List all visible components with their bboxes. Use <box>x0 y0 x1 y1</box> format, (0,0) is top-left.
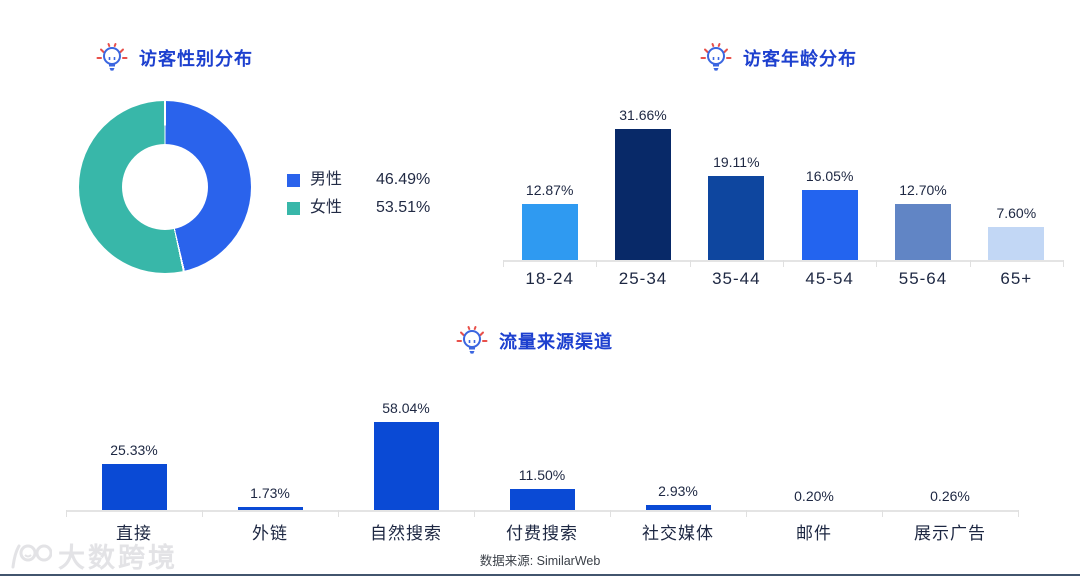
traffic-category-labels: 直接 外链 自然搜索 付费搜索 社交媒体 邮件 展示广告 <box>66 519 1018 544</box>
bar-value-label: 7.60% <box>996 204 1037 221</box>
traffic-plot-area: 25.33% 1.73% 58.04% 11.50% 2.93% 0.20% 0.26% <box>66 400 1018 510</box>
axis-tick <box>882 510 883 517</box>
bar-value-label: 31.66% <box>619 107 667 123</box>
gender-donut-chart <box>79 101 251 273</box>
bar-value-label: 0.26% <box>930 487 970 504</box>
category-label: 45-54 <box>805 269 854 288</box>
bar-value-label: 1.73% <box>250 484 290 501</box>
legend-item: 男性 46.49% <box>287 170 430 190</box>
bar-slot: 11.50% <box>474 400 610 510</box>
data-source-note: 数据来源: SimilarWeb <box>479 554 601 568</box>
bar-slot: 19.11% <box>690 107 783 260</box>
watermark-text: 大数跨境 <box>58 543 178 573</box>
legend-value: 53.51% <box>376 199 431 216</box>
category-label: 邮件 <box>796 524 832 543</box>
legend-swatch <box>287 173 300 187</box>
bar-slot: 12.70% <box>876 107 969 260</box>
category-label: 外链 <box>252 524 288 543</box>
axis-tick <box>689 260 691 267</box>
bar-slot: 0.20% <box>746 400 882 510</box>
category-label: 自然搜索 <box>370 524 442 543</box>
legend-label: 男性 <box>310 171 343 188</box>
bar-45-54 <box>801 189 858 260</box>
legend-value: 46.49% <box>376 171 431 188</box>
bar-value-label: 2.93% <box>658 482 698 499</box>
footer-divider-line <box>0 574 1080 576</box>
bar-value-label: 12.70% <box>899 182 947 199</box>
axis-tick <box>596 260 598 267</box>
axis-tick <box>338 510 339 517</box>
bar-直接 <box>101 463 167 510</box>
age-category-labels: 18-24 25-34 35-44 45-54 55-64 65+ <box>503 269 1063 289</box>
axis-tick <box>66 510 67 517</box>
axis-tick <box>503 260 504 267</box>
age-x-axis <box>503 260 1064 267</box>
legend-label: 女性 <box>310 199 343 216</box>
traffic-chart-header: 流量来源渠道 <box>456 325 613 357</box>
category-label: 社交媒体 <box>642 524 714 543</box>
bar-25-34 <box>614 129 671 260</box>
bar-35-44 <box>708 176 765 260</box>
axis-tick <box>1063 260 1064 267</box>
category-label: 55-64 <box>898 269 948 288</box>
bar-slot: 2.93% <box>610 400 746 510</box>
bar-value-label: 25.33% <box>110 441 158 458</box>
bar-slot: 31.66% <box>596 107 689 260</box>
traffic-chart-title: 流量来源渠道 <box>499 332 613 352</box>
category-label: 18-24 <box>525 269 574 288</box>
category-label: 展示广告 <box>914 524 986 543</box>
bar-value-label: 11.50% <box>518 466 566 483</box>
category-label: 65+ <box>1000 269 1033 288</box>
age-chart-header: 访客年龄分布 <box>700 42 857 74</box>
bar-value-label: 12.87% <box>525 181 574 198</box>
lightbulb-icon <box>456 326 488 354</box>
bar-社交媒体 <box>645 504 711 510</box>
gender-legend: 男性 46.49% 女性 53.51% <box>287 170 430 218</box>
bar-18-24 <box>521 203 578 260</box>
axis-tick <box>783 260 784 267</box>
traffic-x-axis <box>66 510 1019 517</box>
legend-item: 女性 53.51% <box>287 198 430 218</box>
bar-value-label: 0.20% <box>794 487 834 504</box>
bar-slot: 1.73% <box>202 400 338 510</box>
bar-slot: 0.26% <box>882 400 1018 510</box>
age-bar-chart: 12.87% 31.66% 19.11% 16.05% 12.70% 7.60% 18-2… <box>503 107 1064 289</box>
brand-100-icon <box>11 544 52 568</box>
bar-slot: 12.87% <box>503 107 596 260</box>
bar-55-64 <box>894 204 951 260</box>
bar-自然搜索 <box>373 422 439 510</box>
category-label: 25-34 <box>618 269 668 288</box>
watermark-logo: 大数跨境 <box>6 536 178 575</box>
gender-chart-title: 访客性别分布 <box>139 49 253 69</box>
bar-value-label: 19.11% <box>713 154 760 171</box>
bar-value-label: 16.05% <box>805 167 854 184</box>
bar-slot: 16.05% <box>783 107 876 260</box>
bar-付费搜索 <box>509 488 575 510</box>
lightbulb-icon <box>96 43 128 71</box>
donut-hole <box>122 144 208 230</box>
age-chart-title: 访客年龄分布 <box>743 49 857 69</box>
axis-tick <box>746 510 747 517</box>
bar-slot: 58.04% <box>338 400 474 510</box>
bar-slot: 25.33% <box>66 400 202 510</box>
bar-slot: 7.60% <box>970 107 1063 260</box>
axis-tick <box>1018 510 1019 517</box>
bar-65+ <box>988 226 1045 260</box>
age-plot-area: 12.87% 31.66% 19.11% 16.05% 12.70% 7.60% <box>503 107 1063 260</box>
lightbulb-icon <box>700 43 732 71</box>
category-label: 35-44 <box>712 269 761 288</box>
axis-tick <box>610 510 611 517</box>
category-label: 付费搜索 <box>506 524 578 543</box>
axis-tick <box>474 510 475 517</box>
axis-tick <box>969 260 971 267</box>
axis-tick <box>876 260 878 267</box>
legend-swatch <box>287 201 300 215</box>
bar-外链 <box>237 506 303 510</box>
category-label: 直接 <box>116 524 152 543</box>
bar-value-label: 58.04% <box>382 400 430 416</box>
axis-tick <box>202 510 203 517</box>
traffic-bar-chart: 25.33% 1.73% 58.04% 11.50% 2.93% 0.20% 0.26% 直… <box>66 400 1019 544</box>
gender-chart-header: 访客性别分布 <box>96 42 253 74</box>
